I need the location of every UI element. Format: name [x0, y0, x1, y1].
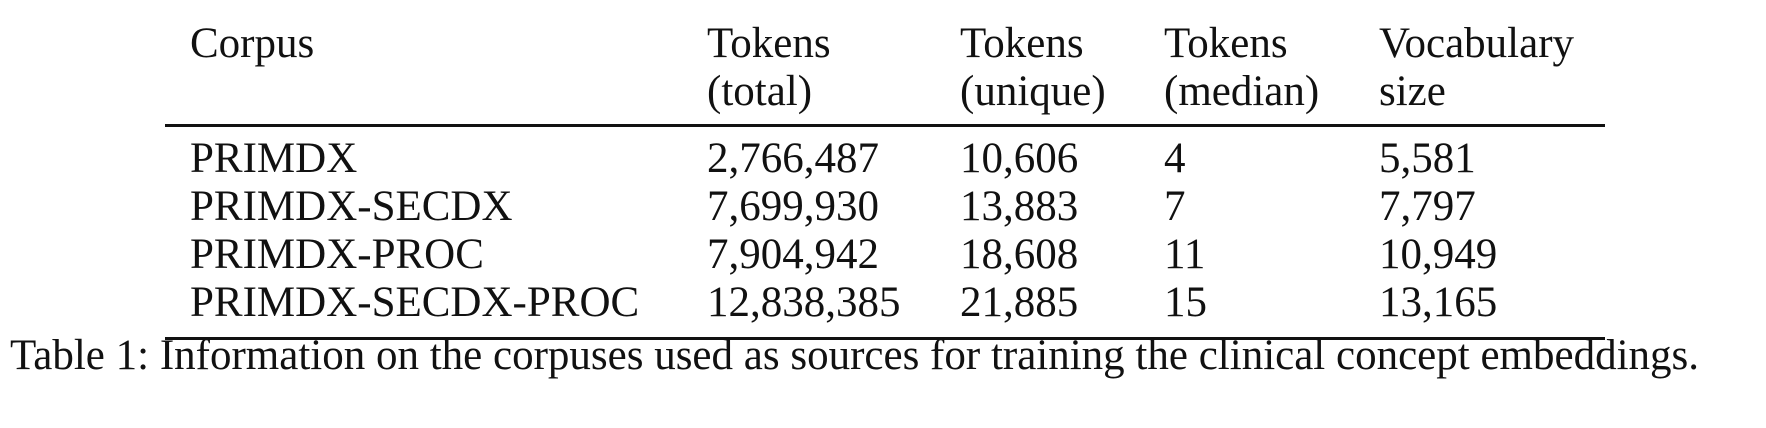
cell-vocabulary-size: 5,581 — [1379, 135, 1476, 182]
header-tokens-total: Tokens (total) — [682, 0, 935, 126]
cell-corpus: PRIMDX — [190, 135, 358, 182]
cell-tokens-total: 2,766,487 — [707, 135, 879, 182]
cell-tokens-median: 11 — [1164, 231, 1206, 278]
table-row: PRIMDX-SECDX-PROC 12,838,385 21,885 15 1… — [165, 279, 1605, 339]
header-vocabulary-size-line2: size — [1379, 68, 1446, 115]
cell-tokens-total: 12,838,385 — [707, 279, 901, 326]
cell-corpus: PRIMDX-SECDX-PROC — [190, 279, 640, 326]
cell-tokens-unique: 10,606 — [960, 135, 1079, 182]
header-tokens-median-line2: (median) — [1164, 68, 1320, 115]
cell-tokens-total: 7,904,942 — [707, 231, 879, 278]
header-tokens-median-line1: Tokens — [1164, 20, 1288, 67]
corpus-table-container: Corpus Tokens (total) Tokens (unique) Toke… — [165, 0, 1605, 340]
cell-tokens-unique: 18,608 — [960, 231, 1079, 278]
header-row: Corpus Tokens (total) Tokens (unique) Toke… — [165, 0, 1605, 126]
cell-tokens-median: 15 — [1164, 279, 1207, 326]
header-corpus-line1: Corpus — [190, 20, 315, 67]
cell-tokens-median: 7 — [1164, 183, 1186, 230]
table-header: Corpus Tokens (total) Tokens (unique) Toke… — [165, 0, 1605, 126]
table-body: PRIMDX 2,766,487 10,606 4 5,581 PRIMDX-S… — [165, 126, 1605, 339]
cell-tokens-unique: 21,885 — [960, 279, 1079, 326]
header-tokens-unique: Tokens (unique) — [935, 0, 1139, 126]
table-caption: Table 1: Information on the corpuses use… — [10, 332, 1700, 379]
corpus-statistics-table: Corpus Tokens (total) Tokens (unique) Toke… — [165, 0, 1605, 340]
cell-corpus: PRIMDX-SECDX — [190, 183, 513, 230]
cell-vocabulary-size: 10,949 — [1379, 231, 1498, 278]
header-tokens-median: Tokens (median) — [1139, 0, 1354, 126]
cell-tokens-median: 4 — [1164, 135, 1186, 182]
table-row: PRIMDX 2,766,487 10,606 4 5,581 — [165, 126, 1605, 184]
header-tokens-total-line1: Tokens — [707, 20, 831, 67]
table-row: PRIMDX-PROC 7,904,942 18,608 11 10,949 — [165, 231, 1605, 279]
header-vocabulary-size: Vocabulary size — [1354, 0, 1605, 126]
header-tokens-unique-line1: Tokens — [960, 20, 1084, 67]
header-tokens-unique-line2: (unique) — [960, 68, 1106, 115]
table-row: PRIMDX-SECDX 7,699,930 13,883 7 7,797 — [165, 183, 1605, 231]
cell-vocabulary-size: 7,797 — [1379, 183, 1476, 230]
cell-tokens-unique: 13,883 — [960, 183, 1079, 230]
header-vocabulary-size-line1: Vocabulary — [1379, 20, 1575, 67]
cell-tokens-total: 7,699,930 — [707, 183, 879, 230]
cell-corpus: PRIMDX-PROC — [190, 231, 484, 278]
header-tokens-total-line2: (total) — [707, 68, 813, 115]
cell-vocabulary-size: 13,165 — [1379, 279, 1498, 326]
header-corpus: Corpus — [165, 0, 682, 126]
